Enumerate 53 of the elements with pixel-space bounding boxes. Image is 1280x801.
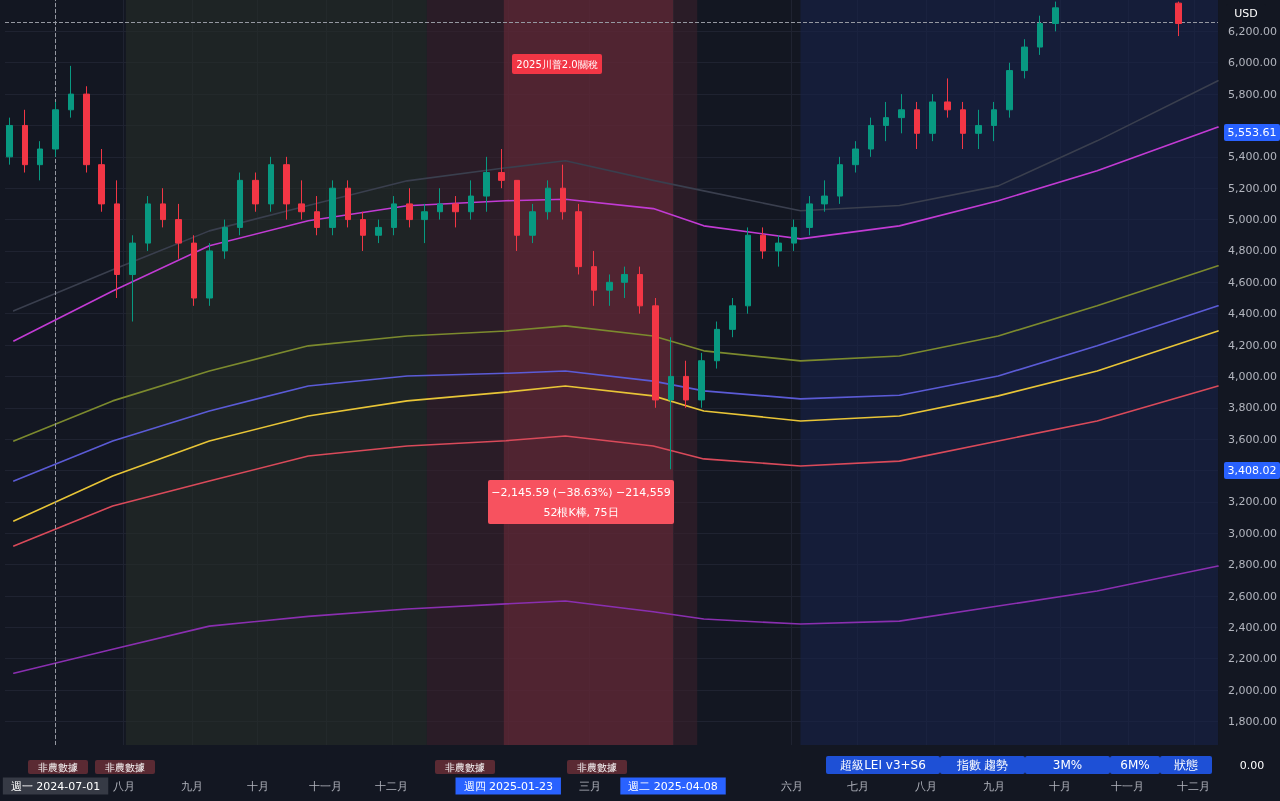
annotation: −2,145.59 (−38.63%) −214,559 (491, 485, 671, 499)
x-tick-label: 十二月 (375, 779, 409, 793)
y-tick-label: 2,600.00 (1228, 589, 1277, 603)
y-tick-label: 2,000.00 (1228, 683, 1277, 697)
y-tick-label: 3,000.00 (1228, 526, 1277, 540)
x-tick-label: 十一月 (309, 779, 343, 793)
text: 超級LEI v3+S6 (840, 758, 926, 772)
y-tick-label: 2,400.00 (1228, 620, 1277, 634)
y-tick-label: 6,000.00 (1228, 56, 1277, 70)
text: 非農數據 (105, 761, 145, 773)
text: 0.00 (1239, 758, 1265, 772)
y-tick-label: 4,400.00 (1228, 307, 1277, 321)
y-tick-label: 2,800.00 (1228, 558, 1277, 572)
x-tick-label: 十月 (1048, 779, 1071, 793)
y-tick-label: 5,000.00 (1228, 213, 1277, 227)
x-tick-label: 週二 2025-04-08 (628, 779, 718, 793)
x-tick-label: 三月 (578, 779, 601, 793)
text: 5,553.61 (1227, 126, 1277, 139)
y-tick-label: 6,200.00 (1228, 24, 1277, 38)
x-tick-label: 八月 (914, 779, 937, 793)
x-tick-label: 八月 (112, 779, 135, 793)
text: 非農數據 (38, 761, 78, 773)
text: 指數 趨勢 (955, 758, 1009, 772)
y-tick-label: 5,200.00 (1228, 181, 1277, 195)
y-tick-label: 4,800.00 (1228, 244, 1277, 258)
text: 3M% (1052, 758, 1083, 772)
y-tick-label: 4,600.00 (1228, 275, 1277, 289)
annotation: 52根K棒, 75日 (543, 505, 619, 519)
y-tick-label: 3,600.00 (1228, 432, 1277, 446)
text: USD (1234, 6, 1258, 20)
x-tick-label: 九月 (982, 779, 1005, 793)
text: 狀態 (1174, 758, 1198, 772)
y-tick-label: 1,800.00 (1228, 714, 1277, 728)
y-tick-label: 4,000.00 (1228, 369, 1277, 383)
y-tick-label: 5,800.00 (1228, 87, 1277, 101)
x-tick-label: 週四 2025-01-23 (463, 779, 553, 793)
x-tick-label: 九月 (180, 779, 203, 793)
y-tick-label: 3,800.00 (1228, 401, 1277, 415)
text: 3,408.02 (1227, 464, 1277, 477)
x-tick-label: 六月 (780, 779, 803, 793)
text: 6M% (1120, 758, 1150, 772)
y-tick-label: 2,200.00 (1228, 652, 1277, 666)
text: 非農數據 (445, 761, 485, 773)
x-tick-label: 十二月 (1177, 779, 1211, 793)
y-tick-label: 5,400.00 (1228, 150, 1277, 164)
x-tick-label: 十月 (246, 779, 269, 793)
x-tick-label: 十一月 (1111, 779, 1145, 793)
text: 非農數據 (577, 761, 617, 773)
y-tick-label: 3,200.00 (1228, 495, 1277, 509)
x-tick-label: 週一 2024-07-01 (10, 779, 101, 793)
x-tick-label: 七月 (846, 779, 869, 793)
y-tick-label: 4,200.00 (1228, 338, 1277, 352)
annotation: 2025川普2.0關稅 (516, 58, 598, 70)
